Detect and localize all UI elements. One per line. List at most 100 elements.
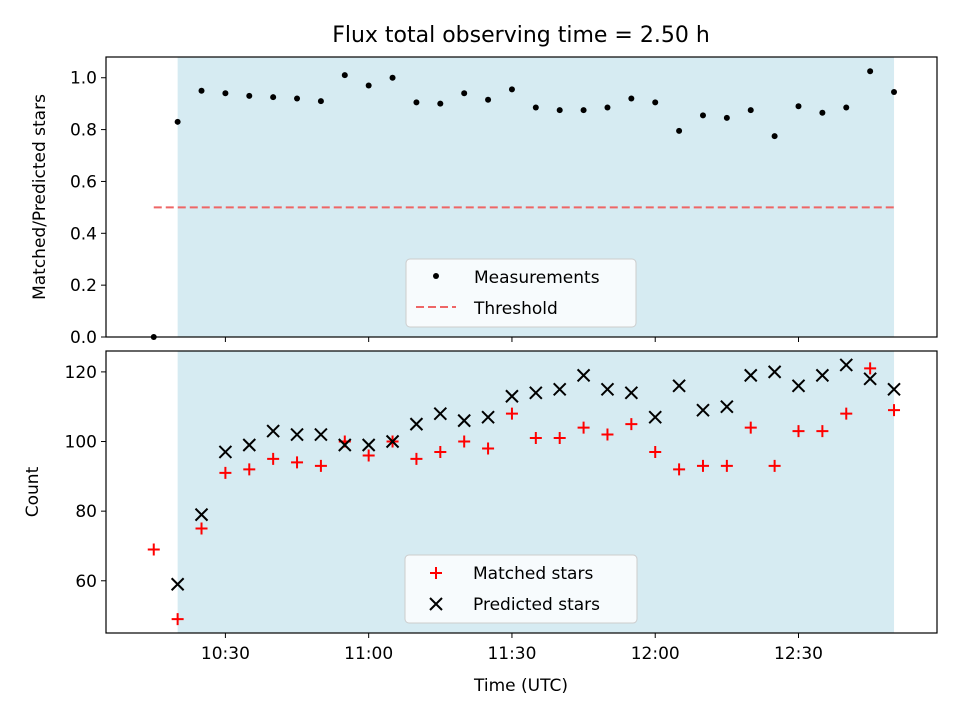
measurement-point [580, 107, 587, 114]
matched-star-point [696, 459, 709, 472]
predicted-star-point [863, 372, 877, 386]
x-tick-label: 12:00 [631, 644, 680, 664]
predicted-star-point [529, 386, 543, 400]
predicted-star-point [409, 417, 424, 431]
bottom-legend-matched-label: Matched stars [473, 564, 593, 584]
measurement-point [461, 90, 468, 97]
measurement-point [294, 95, 301, 102]
predicted-star-point [338, 438, 352, 452]
measurement-point [389, 74, 396, 81]
matched-star-point [362, 449, 375, 462]
measurement-point [747, 107, 754, 114]
predicted-star-point [361, 438, 376, 452]
bottom-axes-frame [105, 350, 938, 634]
matched-star-point [553, 432, 566, 445]
top-panel: Matched/Predicted stars Measurements Thr… [30, 56, 938, 340]
predicted-star-point [385, 434, 400, 449]
top-y-tick-label: 0.4 [70, 224, 97, 244]
measurement-point [676, 127, 683, 134]
predicted-star-point [696, 403, 710, 417]
measurement-point [341, 72, 348, 79]
x-tick-label: 10:30 [201, 644, 250, 664]
x-tick-label: 11:00 [344, 644, 393, 664]
predicted-star-point [266, 424, 280, 438]
measurement-point [795, 103, 802, 110]
predicted-star-point [457, 413, 471, 428]
measurement-point [174, 118, 181, 125]
top-legend-measurement-marker [433, 273, 439, 279]
matched-star-point [649, 445, 662, 458]
bottom-legend-box [404, 554, 638, 624]
top-legend-box [405, 258, 637, 328]
matched-star-point [147, 543, 160, 556]
predicted-star-point [672, 379, 686, 393]
matched-star-point [816, 425, 829, 438]
bottom-legend-predicted-marker [429, 597, 443, 611]
measurement-point [532, 104, 539, 111]
measurement-point [485, 96, 492, 103]
matched-star-point [792, 425, 805, 438]
top-y-axis-label: Matched/Predicted stars [30, 94, 50, 300]
top-y-tick-label: 1.0 [70, 69, 97, 89]
x-tick-label: 11:30 [487, 644, 536, 664]
matched-star-point [314, 459, 327, 472]
top-y-tick-label: 0.6 [70, 172, 97, 192]
predicted-star-point [624, 386, 639, 400]
measurement-point [317, 98, 324, 105]
measurement-point [819, 109, 826, 116]
predicted-star-point [242, 438, 256, 452]
measurement-point [556, 107, 563, 114]
measurement-point [723, 114, 730, 121]
bottom-legend: Matched stars Predicted stars [404, 554, 638, 624]
predicted-star-point [767, 365, 782, 379]
bottom-y-tick-label: 60 [75, 572, 97, 592]
predicted-star-point [552, 382, 567, 397]
x-tick-label: 12:30 [774, 644, 823, 664]
predicted-star-point [600, 382, 615, 397]
predicted-star-point [218, 445, 233, 459]
measurement-point [508, 86, 515, 93]
measurement-point [222, 90, 229, 97]
measurement-point [604, 104, 611, 111]
matched-star-point [720, 459, 733, 472]
matched-star-point [195, 522, 208, 535]
predicted-star-point [720, 399, 734, 414]
top-axes-frame [105, 56, 938, 338]
bottom-legend-predicted-label: Predicted stars [473, 595, 600, 615]
top-y-tick-label: 0.0 [70, 328, 97, 348]
top-legend-measurements-label: Measurements [474, 268, 600, 288]
matched-star-point [625, 418, 638, 431]
measurement-point [437, 100, 444, 107]
chart-title: Flux total observing time = 2.50 h [332, 23, 710, 48]
bottom-y-tick-label: 120 [65, 363, 97, 383]
matched-star-point [291, 456, 304, 469]
measurement-point [867, 68, 874, 75]
predicted-star-point [505, 389, 519, 403]
measurement-point [198, 87, 205, 94]
matched-star-point [744, 421, 757, 434]
matched-star-point [219, 466, 232, 479]
matched-star-point [673, 463, 686, 476]
bottom-y-tick-label: 80 [75, 502, 97, 522]
predicted-star-point [314, 427, 328, 442]
measurement-point [628, 95, 635, 102]
predicted-star-point [744, 368, 758, 383]
measurement-point [270, 94, 277, 101]
top-legend: Measurements Threshold [405, 258, 637, 328]
matched-star-point [410, 452, 423, 465]
predicted-star-point [290, 427, 304, 442]
x-axis-label: Time (UTC) [473, 676, 568, 696]
measurement-point [843, 104, 850, 111]
matched-star-point [840, 407, 853, 420]
measurement-point [891, 89, 898, 95]
predicted-star-point [170, 577, 185, 591]
bottom-panel: Count Time (UTC) Matched stars Predicted… [23, 350, 938, 696]
predicted-star-point [481, 410, 495, 424]
top-y-tick-label: 0.8 [70, 121, 97, 141]
measurement-point [365, 82, 372, 89]
top-y-tick-label: 0.2 [70, 276, 97, 296]
matched-star-point [601, 428, 614, 441]
predicted-star-point [433, 406, 448, 421]
measurement-point [246, 92, 253, 99]
